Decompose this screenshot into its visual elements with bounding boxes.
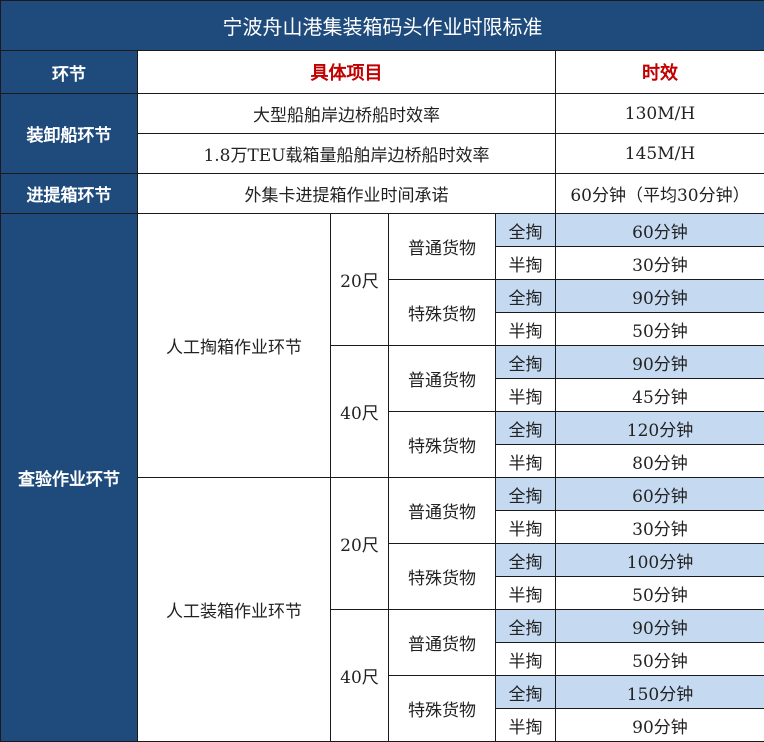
container-size: 40尺 <box>330 609 389 742</box>
time-cell: 60分钟（平均30分钟） <box>555 173 764 214</box>
container-size: 20尺 <box>330 477 389 610</box>
time-cell: 90分钟 <box>555 279 764 313</box>
time-cell: 130M/H <box>555 93 764 134</box>
table-row: 半掏 80分钟 <box>1 444 764 478</box>
time-cell: 90分钟 <box>555 609 764 643</box>
table-row: 人工装箱作业环节 20尺 普通货物 全掏 60分钟 <box>1 477 764 742</box>
table-row: 半掏 30分钟 <box>1 510 764 544</box>
time-cell: 145M/H <box>555 133 764 174</box>
cargo-type: 特殊货物 <box>388 279 496 346</box>
table-row: 40尺 普通货物 全掏 90分钟 <box>1 609 764 742</box>
unpack-mode: 半掏 <box>495 708 556 742</box>
time-cell: 90分钟 <box>555 708 764 742</box>
header-item: 具体项目 <box>137 50 556 94</box>
time-cell: 30分钟 <box>555 246 764 280</box>
unpack-mode: 半掏 <box>495 642 556 676</box>
table-row: 半掏 45分钟 <box>1 378 764 412</box>
table-row: 半掏 30分钟 <box>1 246 764 280</box>
cargo-type: 特殊货物 <box>388 543 496 610</box>
cargo-type: 特殊货物 <box>388 675 496 742</box>
cargo-type: 普通货物 <box>388 345 496 412</box>
header-time: 时效 <box>555 50 764 94</box>
stage-inspection: 查验作业环节 <box>0 213 138 742</box>
time-cell: 45分钟 <box>555 378 764 412</box>
time-cell: 50分钟 <box>555 642 764 676</box>
time-cell: 80分钟 <box>555 444 764 478</box>
unpack-mode: 全掏 <box>495 543 556 577</box>
table-row: 查验作业环节 人工掏箱作业环节 20尺 普通货物 全掏 60分钟 <box>0 213 764 742</box>
time-cell: 60分钟 <box>555 213 764 247</box>
item-cell: 1.8万TEU载箱量船舶岸边桥船时效率 <box>137 133 556 174</box>
table-row: 半掏 50分钟 <box>1 312 764 346</box>
stage-gate: 进提箱环节 <box>0 173 138 214</box>
table-row: 40尺 普通货物 全掏 90分钟 <box>1 345 764 478</box>
unpack-mode: 全掏 <box>495 675 556 709</box>
item-cell: 大型船舶岸边桥船时效率 <box>137 93 556 134</box>
unpack-mode: 全掏 <box>495 411 556 445</box>
cargo-type: 普通货物 <box>388 477 496 544</box>
unpack-mode: 全掏 <box>495 345 556 379</box>
cargo-type: 普通货物 <box>388 609 496 676</box>
group-name: 人工装箱作业环节 <box>137 477 331 742</box>
unpack-mode: 全掏 <box>495 609 556 643</box>
header-stage: 环节 <box>0 50 138 94</box>
time-cell: 90分钟 <box>555 345 764 379</box>
time-cell: 150分钟 <box>555 675 764 709</box>
table-row: 特殊货物 全掏 100分钟 <box>1 543 764 610</box>
unpack-mode: 全掏 <box>495 477 556 511</box>
time-cell: 120分钟 <box>555 411 764 445</box>
group-name: 人工掏箱作业环节 <box>137 213 331 478</box>
unpack-mode: 半掏 <box>495 312 556 346</box>
stage-ship: 装卸船环节 <box>0 93 138 174</box>
table-title: 宁波舟山港集装箱码头作业时限标准 <box>0 0 764 51</box>
time-cell: 60分钟 <box>555 477 764 511</box>
unpack-mode: 全掏 <box>495 279 556 313</box>
unpack-mode: 半掏 <box>495 378 556 412</box>
unpack-mode: 全掏 <box>495 213 556 247</box>
container-size: 20尺 <box>330 213 389 346</box>
unpack-mode: 半掏 <box>495 510 556 544</box>
unpack-mode: 半掏 <box>495 246 556 280</box>
cargo-type: 特殊货物 <box>388 411 496 478</box>
unpack-mode: 半掏 <box>495 444 556 478</box>
table-row: 半掏 90分钟 <box>1 708 764 742</box>
cargo-type: 普通货物 <box>388 213 496 280</box>
unpack-mode: 半掏 <box>495 576 556 610</box>
table-row: 特殊货物 全掏 150分钟 <box>1 675 764 742</box>
time-cell: 50分钟 <box>555 312 764 346</box>
time-cell: 50分钟 <box>555 576 764 610</box>
table-row: 特殊货物 全掏 120分钟 <box>1 411 764 478</box>
time-cell: 30分钟 <box>555 510 764 544</box>
item-cell: 外集卡进提箱作业时间承诺 <box>137 173 556 214</box>
container-size: 40尺 <box>330 345 389 478</box>
time-cell: 100分钟 <box>555 543 764 577</box>
